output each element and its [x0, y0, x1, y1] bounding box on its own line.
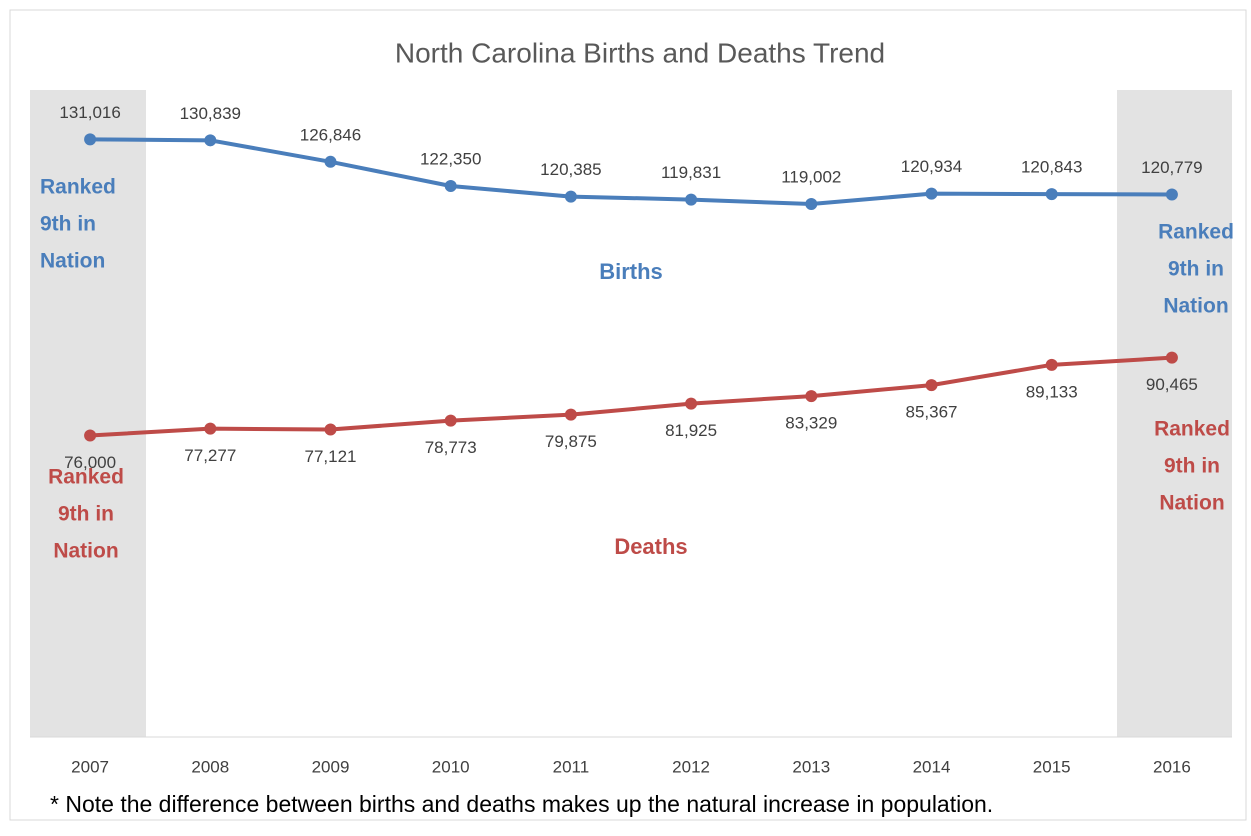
annotation: 9th in: [1164, 455, 1220, 478]
data-point: [805, 390, 818, 403]
annotation: Ranked: [48, 466, 124, 489]
x-tick-label: 2016: [1153, 757, 1191, 776]
data-label: 89,133: [1026, 382, 1078, 401]
annotation: Ranked: [1158, 221, 1234, 244]
annotation: Nation: [53, 540, 118, 563]
annotation: Ranked: [1154, 418, 1230, 441]
data-point: [1045, 188, 1058, 201]
data-point: [564, 408, 577, 421]
data-point: [564, 190, 577, 203]
data-point: [324, 423, 337, 436]
data-label: 131,016: [59, 103, 120, 122]
x-tick-label: 2008: [191, 757, 229, 776]
x-tick-label: 2007: [71, 757, 109, 776]
data-label: 81,925: [665, 421, 717, 440]
chart-title: North Carolina Births and Deaths Trend: [395, 37, 885, 68]
annotation: Ranked: [40, 176, 116, 199]
data-point: [444, 414, 457, 427]
data-label: 78,773: [425, 438, 477, 457]
data-label: 120,934: [901, 157, 962, 176]
data-point: [324, 155, 337, 168]
data-point: [925, 379, 938, 392]
highlight-band: [1117, 90, 1232, 737]
data-label: 76,000: [64, 453, 116, 472]
note: * Note the difference between births and…: [50, 791, 993, 817]
data-label: 77,277: [184, 446, 236, 465]
data-label: 120,385: [540, 160, 601, 179]
data-point: [685, 193, 698, 206]
series-line: [89, 355, 1173, 438]
data-label: 130,839: [180, 104, 241, 123]
data-point: [1165, 188, 1178, 201]
data-point: [84, 133, 97, 146]
series-label: Births: [599, 259, 663, 284]
x-tick-label: 2015: [1033, 757, 1071, 776]
annotation: 9th in: [1168, 258, 1224, 281]
annotation: Nation: [40, 250, 105, 273]
data-point: [805, 198, 818, 211]
data-label: 85,367: [906, 403, 958, 422]
data-label: 119,002: [781, 168, 841, 187]
x-tick-label: 2012: [672, 757, 710, 776]
data-point: [444, 180, 457, 193]
data-point: [925, 187, 938, 200]
x-tick-label: 2009: [312, 757, 350, 776]
data-point: [204, 422, 217, 435]
data-point: [204, 134, 217, 147]
data-point: [84, 429, 97, 442]
data-label: 120,843: [1021, 158, 1082, 177]
data-label: 90,465: [1146, 375, 1198, 394]
annotation: Nation: [1163, 295, 1228, 318]
annotation: Nation: [1159, 492, 1224, 515]
data-label: 79,875: [545, 432, 597, 451]
x-tick-label: 2011: [553, 757, 590, 776]
data-label: 120,779: [1141, 158, 1202, 177]
x-tick-label: 2013: [792, 757, 830, 776]
highlight-band: [30, 90, 146, 737]
series-label: Deaths: [614, 534, 687, 559]
data-point: [1045, 358, 1058, 371]
data-label: 126,846: [300, 125, 361, 144]
x-tick-label: 2014: [913, 757, 951, 776]
data-label: 122,350: [420, 150, 481, 169]
annotation: 9th in: [58, 503, 114, 526]
x-tick-label: 2010: [432, 757, 470, 776]
annotation: 9th in: [40, 213, 96, 236]
data-label: 77,121: [305, 447, 357, 466]
chart-frame: [9, 9, 1247, 821]
data-label: 119,831: [661, 163, 721, 182]
data-point: [685, 397, 698, 410]
data-point: [1165, 351, 1178, 364]
series-line: [90, 137, 1172, 207]
data-label: 83,329: [785, 414, 837, 433]
